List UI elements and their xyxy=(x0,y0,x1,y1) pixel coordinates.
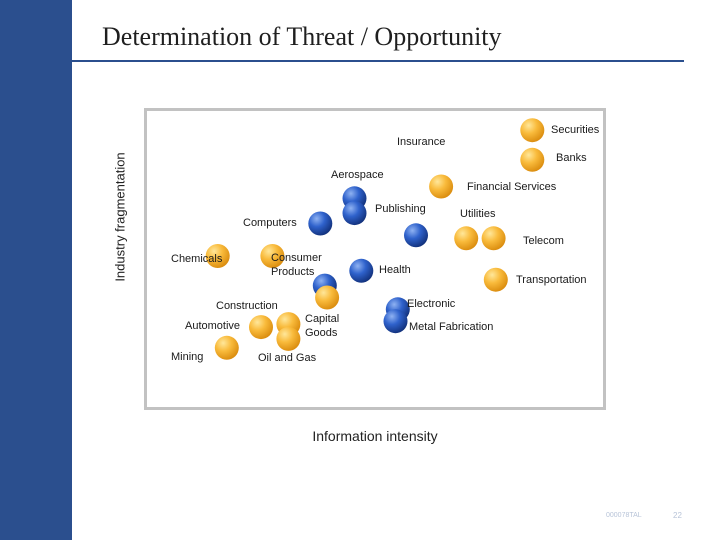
bubble-point-9 xyxy=(404,223,428,248)
bubble-chemicals xyxy=(205,244,230,268)
slide-title: Determination of Threat / Opportunity xyxy=(102,22,502,51)
point-label-chemicals: Chemicals xyxy=(171,253,223,265)
bubble-mining xyxy=(214,335,239,360)
bubble-publishing xyxy=(342,201,367,226)
bubble-financial-services xyxy=(429,174,454,199)
point-label-electronic: Electronic xyxy=(407,298,456,310)
y-axis-label: Industry fragmentation xyxy=(112,152,128,282)
bubble-telecom xyxy=(454,226,479,251)
bubble-automotive xyxy=(249,315,273,340)
plot-frame: Securities Insurance Banks Aerospace Financi… xyxy=(144,108,606,410)
point-label-publishing: Publishing xyxy=(375,203,426,215)
footer-code: 000078TAL xyxy=(606,512,642,519)
point-label-computers: Computers xyxy=(243,217,297,229)
page-number: 22 xyxy=(673,511,682,520)
point-label-mining: Mining xyxy=(171,351,203,363)
point-label-banks: Banks xyxy=(556,152,587,164)
bubble-consumer-products xyxy=(260,244,285,268)
point-label-transportation: Transportation xyxy=(516,274,587,286)
point-label-utilities: Utilities xyxy=(460,208,496,220)
point-label-oil-and-gas: Oil and Gas xyxy=(258,352,317,364)
point-label-securities: Securities xyxy=(551,124,600,136)
point-label-health: Health xyxy=(379,264,411,276)
point-label-construction: Construction xyxy=(216,300,278,312)
bubble-transportation xyxy=(483,267,508,292)
bubble-health xyxy=(349,258,374,283)
bubble-point-23 xyxy=(383,309,408,334)
point-label-capital-goods: Capital Goods xyxy=(305,313,339,339)
bubble-computers xyxy=(308,211,333,236)
point-label-automotive: Automotive xyxy=(185,320,240,332)
point-label-consumer-products: Consumer Products xyxy=(271,252,322,278)
bubble-point-25 xyxy=(276,326,301,351)
bubble-point-11 xyxy=(481,226,506,251)
point-label-aerospace: Aerospace xyxy=(331,169,384,181)
bubble-securities xyxy=(520,118,545,143)
title-rule-left xyxy=(24,58,72,61)
bubble-point-17 xyxy=(315,285,340,310)
title-rule xyxy=(72,60,684,62)
point-label-metal-fabrication: Metal Fabrication xyxy=(409,321,493,333)
point-label-insurance: Insurance xyxy=(397,136,445,148)
side-bar xyxy=(0,0,72,540)
point-label-financial-services: Financial Services xyxy=(467,181,557,193)
bubble-chart: Securities Insurance Banks Aerospace Financi… xyxy=(171,118,600,364)
x-axis-label: Information intensity xyxy=(312,428,438,444)
bubble-banks xyxy=(520,147,545,172)
point-label-telecom: Telecom xyxy=(523,235,564,247)
